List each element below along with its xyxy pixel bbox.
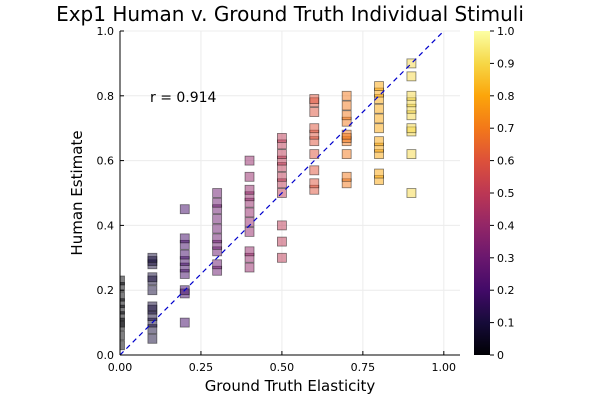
data-point [212,188,223,198]
data-point [406,90,417,101]
data-point [244,207,255,218]
data-point [147,272,158,283]
data-point [147,301,158,312]
data-point [244,226,255,237]
colorbar-tick-label: 0.5 [497,187,515,200]
y-tick-label: 0.8 [97,90,115,103]
data-point [277,133,287,143]
data-point [212,259,223,270]
data-point [120,304,125,315]
data-point [309,178,320,189]
data-point [147,333,158,344]
data-point [309,149,320,160]
data-point [244,155,255,166]
colorbar-tick-label: 1.0 [497,25,515,38]
data-point [406,123,417,134]
data-point [341,129,352,140]
data-point [179,317,190,328]
colorbar-tick-label: 0.9 [497,57,515,70]
x-tick-label: 0.25 [189,361,214,374]
colorbar-tick-label: 0.8 [497,90,515,103]
data-point [147,252,158,263]
data-point [341,149,352,160]
x-ticks: 0.00 0.25 0.50 0.75 1.00 [108,351,456,374]
colorbar: 0 0.1 0.2 0.3 0.4 0.5 0.6 0.7 0.8 0.9 1.0 [474,25,515,362]
y-ticks: 0.0 0.2 0.4 0.6 0.8 1.0 [97,25,124,362]
data-point [244,217,255,228]
chart-title: Exp1 Human v. Ground Truth Individual St… [56,2,524,26]
y-tick-label: 0.4 [97,219,115,232]
data-point [120,311,125,322]
data-point [309,94,320,104]
data-point [406,149,417,160]
data-point [179,249,190,260]
data-point [120,330,125,341]
y-tick-label: 0.2 [97,284,115,297]
colorbar-tick-label: 0.7 [497,122,515,135]
data-point [212,214,223,224]
data-point [120,298,125,309]
data-point [120,291,125,302]
data-point [277,252,287,263]
colorbar-gradient [474,31,490,355]
correlation-annotation: r = 0.914 [150,90,217,106]
x-tick-label: 1.00 [432,361,457,374]
data-point [244,246,255,257]
colorbar-tick-label: 0 [497,349,504,362]
data-point [120,282,125,292]
data-point [406,71,417,82]
data-point [374,113,384,124]
x-tick-label: 0.75 [351,361,376,374]
y-tick-label: 1.0 [97,25,115,38]
data-point [179,204,190,215]
data-points [120,58,417,351]
data-point [341,90,352,101]
data-point [309,123,320,134]
x-tick-label: 0.00 [108,361,133,374]
colorbar-tick-label: 0.2 [497,284,515,297]
reference-line [120,31,445,355]
colorbar-tick-label: 0.4 [497,219,515,232]
data-point [212,197,223,208]
data-point [341,110,352,121]
colorbar-tick-label: 0.3 [497,252,515,265]
data-point [277,171,287,182]
data-point [277,236,287,247]
colorbar-tick-label: 0.1 [497,317,515,330]
data-point [147,285,158,296]
data-point [374,136,384,147]
data-point [277,149,287,160]
data-point [244,184,255,195]
data-point [374,81,384,91]
data-point [406,58,417,69]
data-point [244,171,255,182]
data-point [120,317,125,328]
y-tick-label: 0.6 [97,155,115,168]
data-point [179,233,190,244]
data-point [120,275,125,286]
data-point [277,220,287,231]
data-point [244,262,255,273]
colorbar-tick-label: 0.6 [497,155,515,168]
x-tick-label: 0.50 [270,361,295,374]
data-point [374,103,384,114]
y-axis-label: Human Estimate [68,130,86,255]
colorbar-ticks: 0 0.1 0.2 0.3 0.4 0.5 0.6 0.7 0.8 0.9 1.0 [490,25,515,362]
data-point [212,223,223,234]
data-point [309,165,320,176]
x-axis-label: Ground Truth Elasticity [205,377,376,395]
data-point [341,171,352,182]
data-point [341,100,352,111]
data-point [406,188,417,198]
data-point [120,340,125,351]
y-tick-label: 0.0 [97,349,115,362]
data-point [309,107,320,117]
data-point [212,233,223,244]
data-point [374,168,384,179]
data-point [374,123,384,134]
